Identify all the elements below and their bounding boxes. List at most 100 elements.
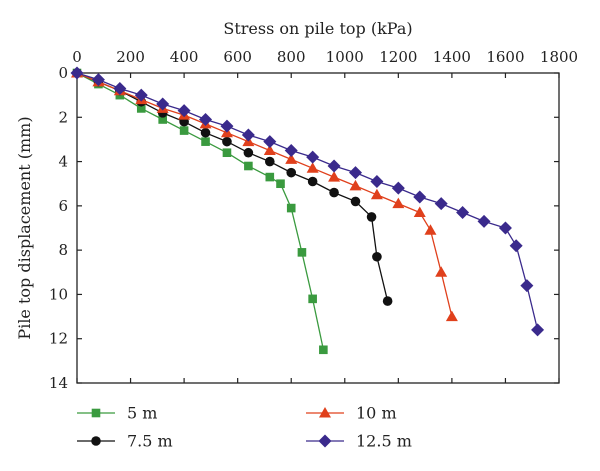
series-1 <box>72 68 328 355</box>
data-point <box>424 224 437 235</box>
legend-item: 5 m <box>77 404 157 423</box>
data-point <box>286 203 296 213</box>
data-point <box>244 161 253 171</box>
y-tick-label: 8 <box>58 241 68 259</box>
series-line <box>76 72 389 302</box>
y-tick-label: 2 <box>58 108 68 126</box>
series-layer <box>70 66 545 355</box>
data-point <box>372 251 382 262</box>
data-point <box>328 171 341 182</box>
data-point <box>136 104 146 113</box>
x-tick-label: 1200 <box>379 48 417 66</box>
data-point <box>179 126 189 135</box>
data-point <box>348 166 362 180</box>
data-point <box>435 266 448 277</box>
data-point <box>276 179 285 189</box>
data-point <box>498 221 512 235</box>
x-tick-label: 400 <box>170 48 199 66</box>
data-point <box>509 239 523 253</box>
y-axis: 0 2 4 6 8 10 12 14 <box>49 64 559 392</box>
data-point <box>201 137 210 146</box>
x-tick-label: 0 <box>72 48 82 66</box>
x-tick-label: 1400 <box>433 48 471 66</box>
data-point <box>285 153 298 164</box>
data-point <box>413 206 426 217</box>
y-tick-label: 12 <box>49 330 68 348</box>
data-point <box>370 188 383 200</box>
data-point <box>366 212 377 222</box>
legend-marker <box>91 436 101 446</box>
data-point <box>265 156 275 167</box>
legend-label: 10 m <box>356 404 397 423</box>
legend-label: 7.5 m <box>127 432 173 451</box>
legend-marker <box>91 408 101 418</box>
data-point <box>349 179 362 191</box>
data-point <box>531 323 545 337</box>
data-point <box>177 104 191 118</box>
x-tick-label: 600 <box>223 48 252 66</box>
x-tick-label: 1600 <box>486 48 524 66</box>
series-line <box>76 72 453 317</box>
data-point <box>220 119 234 133</box>
data-point <box>200 127 211 138</box>
data-point <box>70 66 84 80</box>
data-point <box>391 181 405 195</box>
x-axis: 0 200 400 600 800 1000 1200 1400 1600 1800 <box>72 48 578 383</box>
x-tick-label: 1800 <box>540 48 578 66</box>
data-point <box>350 196 361 207</box>
data-point <box>477 214 491 228</box>
data-point <box>370 175 384 188</box>
y-tick-label: 10 <box>49 285 68 303</box>
data-point <box>306 150 320 164</box>
data-point <box>222 136 232 147</box>
data-point <box>286 167 297 178</box>
data-point <box>156 97 170 111</box>
legend-marker <box>318 434 332 448</box>
data-point <box>520 279 534 293</box>
legend-marker <box>319 407 331 418</box>
y-tick-label: 0 <box>58 64 68 82</box>
data-point <box>413 190 427 204</box>
series-line <box>76 72 325 350</box>
data-point <box>392 197 405 209</box>
x-tick-label: 200 <box>116 48 145 66</box>
series-2 <box>72 68 393 306</box>
series-3 <box>71 67 458 322</box>
data-point <box>306 162 319 173</box>
data-point <box>329 187 339 198</box>
plot-area <box>76 72 560 384</box>
legend-label: 5 m <box>127 404 157 423</box>
data-point <box>327 159 341 173</box>
x-axis-title: Stress on pile top (kPa) <box>223 19 412 38</box>
data-point <box>134 88 148 102</box>
data-point <box>222 148 232 158</box>
data-point <box>241 128 255 142</box>
data-point <box>263 144 276 155</box>
data-point <box>434 197 448 211</box>
data-point <box>382 296 393 306</box>
data-point <box>113 82 127 95</box>
data-point <box>91 73 105 87</box>
data-point <box>445 310 458 322</box>
data-point <box>297 248 307 257</box>
data-point <box>456 206 470 219</box>
x-tick-label: 1000 <box>326 48 364 66</box>
legend-item: 10 m <box>306 404 397 423</box>
legend-label: 12.5 m <box>356 432 412 451</box>
legend-item: 12.5 m <box>306 432 412 451</box>
data-point <box>319 345 328 355</box>
x-tick-label: 800 <box>277 48 306 66</box>
y-axis-title: Pile top displacement (mm) <box>15 116 34 339</box>
legend-item: 7.5 m <box>77 432 173 451</box>
data-point <box>265 172 275 182</box>
data-point <box>308 294 317 304</box>
data-point <box>263 135 277 149</box>
y-tick-label: 6 <box>58 197 68 215</box>
y-tick-label: 4 <box>58 153 68 171</box>
data-point <box>158 115 167 124</box>
data-point <box>307 176 318 187</box>
data-point <box>284 144 298 157</box>
legend: 5 m 7.5 m 10 m 12.5 m <box>77 404 412 451</box>
data-point <box>199 113 213 126</box>
